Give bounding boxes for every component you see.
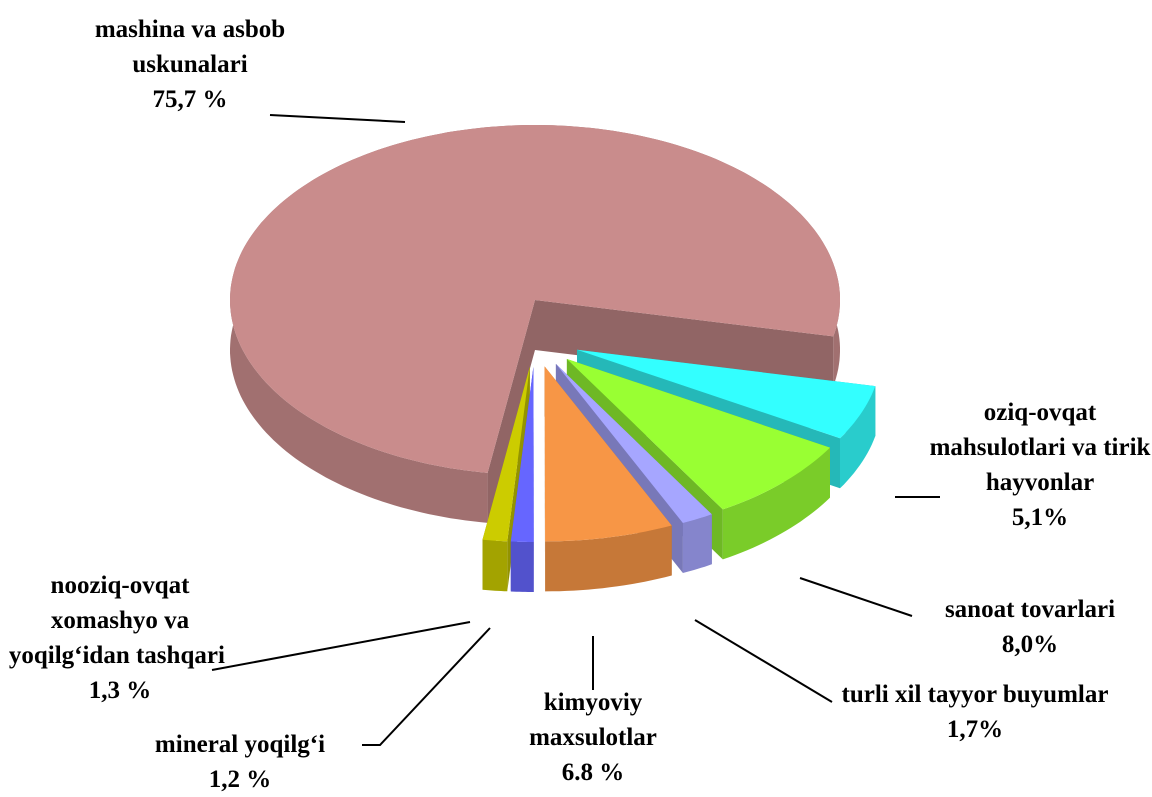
slice-label: sanoat tovarlari 8,0% bbox=[905, 592, 1152, 662]
category-label: sanoat tovarlari bbox=[945, 596, 1115, 623]
slice-side bbox=[511, 542, 534, 593]
value-label: 1,2 % bbox=[115, 762, 365, 797]
category-label: mashina va asbob uskunalari bbox=[95, 16, 285, 78]
slice-label: oziq-ovqat mahsulotlari va tirik hayvonl… bbox=[925, 395, 1152, 535]
leader-line bbox=[362, 628, 490, 745]
slice-side bbox=[683, 514, 712, 573]
slice-label: mineral yoqilg‘i 1,2 % bbox=[115, 727, 365, 797]
slice-label: nooziq-ovqat xomashyo va yoqilg‘idan tas… bbox=[5, 568, 235, 708]
pie bbox=[230, 125, 875, 592]
value-label: 6.8 % bbox=[493, 755, 693, 790]
category-label: nooziq-ovqat xomashyo va yoqilg‘idan tas… bbox=[9, 572, 225, 669]
slice-side bbox=[483, 540, 508, 592]
value-label: 8,0% bbox=[905, 627, 1152, 662]
value-label: 1,7% bbox=[840, 712, 1110, 747]
leader-line bbox=[212, 622, 470, 670]
slice-label: mashina va asbob uskunalari 75,7 % bbox=[85, 12, 295, 117]
value-label: 75,7 % bbox=[85, 82, 295, 117]
leader-line bbox=[800, 578, 912, 616]
value-label: 1,3 % bbox=[89, 677, 152, 704]
category-label: mineral yoqilg‘i bbox=[155, 731, 325, 758]
category-label: kimyoviy maxsulotlar bbox=[529, 689, 657, 751]
slice-label: turli xil tayyor buyumlar 1,7% bbox=[840, 677, 1110, 747]
category-label: turli xil tayyor buyumlar bbox=[842, 681, 1109, 708]
leader-line bbox=[695, 620, 832, 702]
slice-label: kimyoviy maxsulotlar 6.8 % bbox=[493, 685, 693, 790]
value-label: 5,1% bbox=[925, 500, 1152, 535]
category-label: oziq-ovqat mahsulotlari va tirik hayvonl… bbox=[930, 399, 1151, 496]
